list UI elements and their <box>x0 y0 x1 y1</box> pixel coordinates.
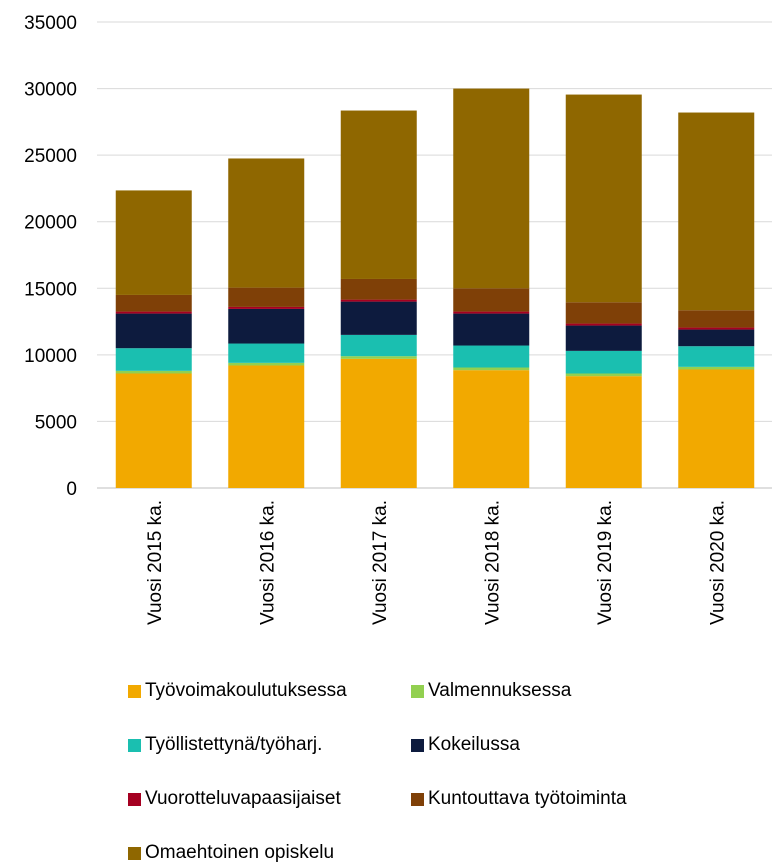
bar-segment <box>340 110 417 279</box>
bar-segment <box>453 88 530 289</box>
bar-segment <box>565 323 642 326</box>
bar-segment <box>340 358 417 488</box>
bar-segment <box>565 373 642 377</box>
legend-label: Valmennuksessa <box>428 680 572 701</box>
x-tick-label: Vuosi 2015 ka. <box>145 500 166 625</box>
bar-segment <box>678 369 755 488</box>
legend-label: Omaehtoinen opiskelu <box>145 842 335 863</box>
y-tick-label: 0 <box>66 479 77 500</box>
legend-label: Työllistettynä/työharj. <box>145 734 323 755</box>
bar-segment <box>453 345 530 368</box>
bar-segment <box>228 362 305 366</box>
bar-segment <box>565 94 642 303</box>
bar-segment <box>453 311 530 314</box>
x-tick-label: Vuosi 2018 ka. <box>482 500 503 625</box>
y-tick-label: 5000 <box>35 412 77 433</box>
y-tick-label: 30000 <box>24 80 77 101</box>
x-tick-label: Vuosi 2019 ka. <box>595 500 616 625</box>
bar-segment <box>340 334 417 357</box>
bar-segment <box>678 310 755 328</box>
stacked-bar-chart: 0 5000 10000 15000 20000 25000 30000 35000 Vuos… <box>24 13 772 625</box>
bar-segment <box>678 112 755 311</box>
bar-segment <box>678 329 755 347</box>
legend-label: Kuntouttava työtoiminta <box>428 788 627 809</box>
bar-segment <box>565 302 642 324</box>
bar-segment <box>228 306 305 309</box>
bar-segment <box>115 294 192 312</box>
bar-segment <box>453 288 530 312</box>
y-tick-label: 25000 <box>24 146 77 167</box>
gridlines <box>97 21 772 489</box>
bar-segment <box>340 356 417 359</box>
x-axis-ticks: Vuosi 2015 ka. Vuosi 2016 ka. Vuosi 2017 k… <box>145 500 729 625</box>
legend-swatch <box>411 684 424 698</box>
bar-segment <box>115 348 192 371</box>
y-axis-ticks: 0 5000 10000 15000 20000 25000 30000 35000 <box>24 13 77 500</box>
bar-segment <box>453 313 530 346</box>
legend-swatch <box>411 792 424 806</box>
bar-segment <box>340 299 417 302</box>
bar-segment <box>115 313 192 349</box>
bar-segment <box>115 190 192 295</box>
x-tick-label: Vuosi 2020 ka. <box>707 500 728 625</box>
legend-item: Työvoimakoulutuksessa <box>128 680 347 702</box>
bar-segment <box>340 301 417 335</box>
legend-swatch <box>128 846 141 860</box>
bar-segment <box>115 311 192 314</box>
legend-item: Omaehtoinen opiskelu <box>128 842 334 864</box>
bar-segment <box>228 365 305 488</box>
y-tick-label: 20000 <box>24 213 77 234</box>
bar-segment <box>678 327 755 330</box>
legend-item: Kokeilussa <box>411 734 520 756</box>
legend-item: Työllistettynä/työharj. <box>128 734 322 756</box>
bar-segment <box>228 343 305 363</box>
bars <box>115 88 755 488</box>
bar-segment <box>565 325 642 351</box>
bar-segment <box>678 346 755 367</box>
bar-segment <box>228 308 305 344</box>
bar-segment <box>453 367 530 371</box>
y-tick-label: 35000 <box>24 13 77 34</box>
legend-swatch <box>411 738 424 752</box>
legend-swatch <box>128 738 141 752</box>
y-tick-label: 10000 <box>24 346 77 367</box>
legend-item: Vuorotteluvapaasijaiset <box>128 788 341 810</box>
legend-item: Valmennuksessa <box>411 680 571 702</box>
legend-swatch <box>128 684 141 698</box>
bar-segment <box>565 376 642 488</box>
bar-segment <box>228 287 305 307</box>
x-tick-label: Vuosi 2017 ka. <box>370 500 391 625</box>
bar-segment <box>340 278 417 300</box>
bar-segment <box>115 370 192 374</box>
legend-swatch <box>128 792 141 806</box>
bar-segment <box>228 158 305 288</box>
x-tick-label: Vuosi 2016 ka. <box>257 500 278 625</box>
legend-label: Työvoimakoulutuksessa <box>145 680 347 701</box>
bar-segment <box>115 373 192 488</box>
legend-item: Kuntouttava työtoiminta <box>411 788 627 810</box>
bar-segment <box>453 370 530 488</box>
bar-segment <box>565 350 642 374</box>
legend-label: Kokeilussa <box>428 734 520 755</box>
bar-segment <box>678 366 755 370</box>
y-tick-label: 15000 <box>24 279 77 300</box>
legend-label: Vuorotteluvapaasijaiset <box>145 788 341 809</box>
